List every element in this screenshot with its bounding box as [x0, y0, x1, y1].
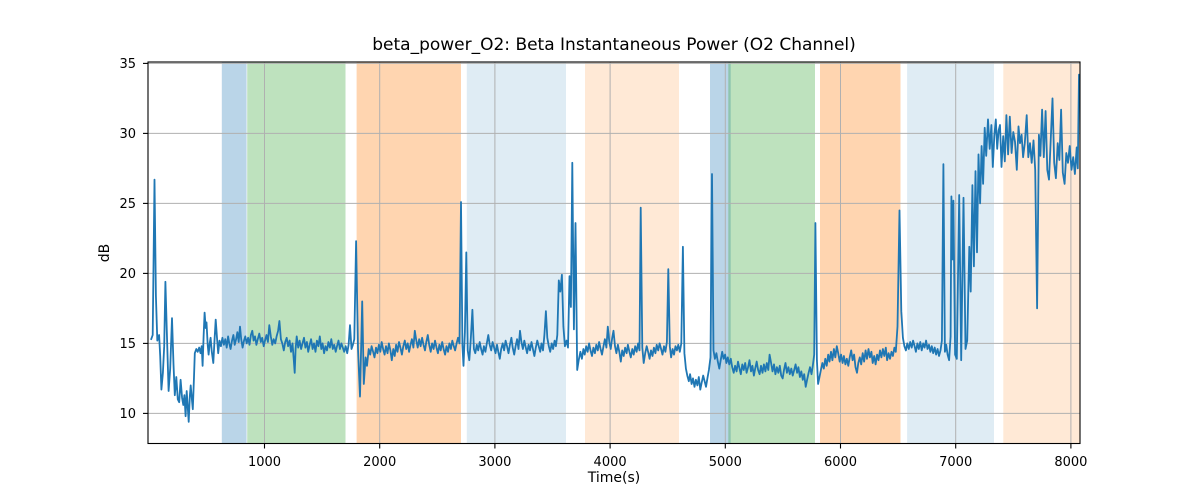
x-tick-label: 5000 [709, 455, 742, 470]
stage-band-blue [221, 62, 247, 444]
stage-band-orange [820, 62, 901, 444]
stage-bands [221, 62, 1080, 444]
stage-band-green [247, 62, 346, 444]
x-tick-label: 7000 [939, 455, 972, 470]
x-tick-label: 1000 [248, 455, 281, 470]
x-axis-ticks: 1000 2000 3000 4000 5000 6000 7000 8000 [248, 443, 1087, 470]
x-tick-label: 4000 [594, 455, 627, 470]
y-axis-ticks: 10 15 20 25 30 35 [119, 57, 148, 422]
x-tick-label: 3000 [478, 455, 511, 470]
y-tick-label: 25 [119, 197, 136, 212]
stage-band-orange [356, 62, 461, 444]
stage-band-green [728, 62, 815, 444]
beta-power-line [150, 73, 1080, 423]
plot-frame [147, 61, 1081, 445]
y-tick-label: 15 [119, 337, 136, 352]
stage-band-light-blue [466, 62, 566, 444]
chart-title: beta_power_O2: Beta Instantaneous Power … [372, 35, 856, 55]
y-tick-label: 35 [119, 57, 136, 72]
y-axis-label: dB [97, 244, 113, 263]
y-tick-label: 10 [119, 407, 136, 422]
x-tick-label: 6000 [824, 455, 857, 470]
y-tick-label: 30 [119, 127, 136, 142]
x-axis-label: Time(s) [587, 470, 640, 486]
x-tick-label: 8000 [1054, 455, 1087, 470]
y-tick-label: 20 [119, 267, 136, 282]
x-tick-label: 2000 [363, 455, 396, 470]
stage-band-light-orange [585, 62, 679, 444]
